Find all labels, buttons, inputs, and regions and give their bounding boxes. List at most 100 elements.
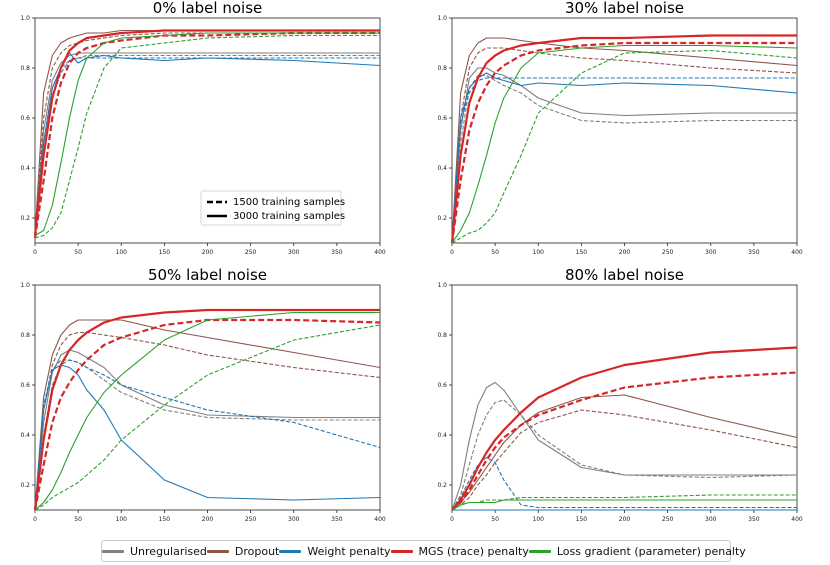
legend-swatch: [206, 549, 229, 553]
x-tick-label: 150: [159, 516, 171, 523]
series-line-loss-gradient-parameter-penalty-3000: [451, 44, 798, 244]
series-line-unregularised-3000: [34, 52, 380, 236]
y-tick-label: 0.6: [20, 115, 30, 122]
y-tick-label: 0.8: [437, 332, 447, 339]
legend-label: MGS (trace) penalty: [418, 544, 529, 558]
x-tick-label: 100: [533, 516, 545, 523]
legend-label: Dropout: [234, 544, 280, 558]
style-legend-box: [200, 190, 342, 226]
x-tick-label: 400: [791, 516, 803, 523]
plot-frame: [34, 284, 381, 511]
y-tick-label: 0.4: [20, 165, 30, 172]
series-line-mgs-trace-penalty-3000: [33, 308, 380, 511]
plot-frame: [451, 17, 798, 244]
series-line-dropout-3000: [451, 394, 798, 511]
dashed-label: 1500 training samples: [233, 197, 345, 208]
x-tick-label: 300: [705, 516, 717, 523]
series-line-mgs-trace-penalty-3000: [451, 346, 798, 511]
x-tick-label: 350: [748, 516, 760, 523]
series-line-loss-gradient-parameter-penalty-1500: [34, 324, 381, 511]
legend-label: Weight penalty: [307, 544, 391, 558]
legend-swatch: [528, 549, 551, 553]
legend-swatch: [279, 549, 302, 553]
chart-title: 50% label noise: [148, 266, 267, 284]
series-line-weight-penalty-1500: [451, 456, 797, 511]
series-line-dropout-3000: [34, 319, 381, 511]
y-tick-label: 0.8: [20, 65, 30, 72]
x-tick-label: 50: [74, 516, 82, 523]
series-line-dropout-1500: [451, 409, 798, 511]
series-line-mgs-trace-penalty-1500: [450, 41, 797, 244]
x-tick-label: 200: [202, 516, 214, 523]
legend-item-mgs-trace-penalty: MGS (trace) penalty: [390, 544, 529, 558]
y-tick-label: 0.6: [437, 382, 447, 389]
y-tick-label: 0.4: [20, 432, 30, 439]
x-tick-label: 0: [450, 249, 454, 256]
y-tick-label: 0.2: [20, 215, 30, 222]
legend-label: Loss gradient (parameter) penalty: [556, 544, 746, 558]
x-tick-label: 100: [116, 249, 128, 256]
series-line-dropout-1500: [451, 47, 798, 244]
x-tick-label: 100: [116, 516, 128, 523]
x-tick-label: 0: [450, 516, 454, 523]
style-legend: 1500 training samples 3000 training sampl…: [200, 190, 345, 226]
y-tick-label: 0.4: [437, 432, 447, 439]
series-line-unregularised-3000: [451, 67, 797, 244]
series-line-weight-penalty-1500: [451, 77, 797, 244]
chart-grid: 0% label noise 0 50 100 150 200 250 300 350 400 0.…: [20, 0, 802, 523]
x-tick-label: 200: [619, 249, 631, 256]
series-line-loss-gradient-parameter-penalty-1500: [451, 494, 797, 511]
y-tick-label: 1.0: [20, 15, 30, 22]
legend-item-weight-penalty: Weight penalty: [279, 544, 391, 558]
x-tick-label: 250: [662, 516, 674, 523]
chart-panel-3: 80% label noise 0 50 100 150 200 250 300 350 400 0…: [437, 266, 802, 523]
chart-title: 80% label noise: [565, 266, 684, 284]
x-tick-label: 250: [245, 249, 257, 256]
y-tick-label: 0.2: [437, 215, 447, 222]
x-tick-label: 300: [288, 249, 300, 256]
x-tick-label: 400: [374, 516, 386, 523]
x-tick-label: 0: [33, 249, 37, 256]
x-tick-label: 400: [791, 249, 803, 256]
series-line-loss-gradient-parameter-penalty-1500: [451, 49, 798, 244]
chart-title: 0% label noise: [153, 0, 263, 17]
chart-panel-2: 50% label noise 0 50 100 150 200 250 300 350 400 0…: [20, 266, 385, 523]
x-tick-label: 150: [159, 249, 171, 256]
x-tick-label: 50: [74, 249, 82, 256]
series-line-mgs-trace-penalty-1500: [33, 31, 380, 239]
x-tick-label: 250: [245, 516, 257, 523]
legend-item-loss-gradient-parameter-penalty: Loss gradient (parameter) penalty: [528, 544, 746, 558]
x-tick-label: 350: [331, 516, 343, 523]
y-tick-label: 0.8: [20, 332, 30, 339]
series-line-mgs-trace-penalty-1500: [451, 371, 798, 511]
x-tick-label: 100: [533, 249, 545, 256]
x-tick-label: 300: [705, 249, 717, 256]
legend-swatch: [102, 549, 124, 553]
chart-title: 30% label noise: [565, 0, 684, 17]
y-tick-label: 0.2: [437, 482, 447, 489]
legend-swatch: [390, 549, 413, 553]
x-tick-label: 0: [33, 516, 37, 523]
x-tick-label: 50: [491, 249, 499, 256]
series-line-unregularised-1500: [451, 399, 798, 511]
x-tick-label: 50: [491, 516, 499, 523]
x-tick-label: 400: [374, 249, 386, 256]
y-tick-label: 0.2: [20, 482, 30, 489]
solid-label: 3000 training samples: [233, 211, 345, 222]
legend-item-unregularised: Unregularised: [102, 545, 207, 558]
x-tick-label: 200: [202, 249, 214, 256]
chart-panel-1: 30% label noise 0 50 100 150 200 250 300 350 400 0…: [437, 0, 802, 256]
x-tick-label: 300: [288, 516, 300, 523]
x-tick-label: 250: [662, 249, 674, 256]
series-line-loss-gradient-parameter-penalty-3000: [34, 32, 380, 236]
y-tick-label: 1.0: [437, 282, 447, 289]
x-tick-label: 350: [748, 249, 760, 256]
legend-item-dropout: Dropout: [206, 544, 280, 558]
series-line-dropout-3000: [451, 37, 798, 244]
series-line-loss-gradient-parameter-penalty-3000: [34, 311, 380, 511]
y-tick-label: 0.6: [20, 382, 30, 389]
y-tick-label: 0.6: [437, 115, 447, 122]
chart-legend: Unregularised Dropout Weight penalty MGS (t…: [101, 540, 746, 562]
y-tick-label: 1.0: [437, 15, 447, 22]
series-line-mgs-trace-penalty-3000: [33, 29, 380, 236]
